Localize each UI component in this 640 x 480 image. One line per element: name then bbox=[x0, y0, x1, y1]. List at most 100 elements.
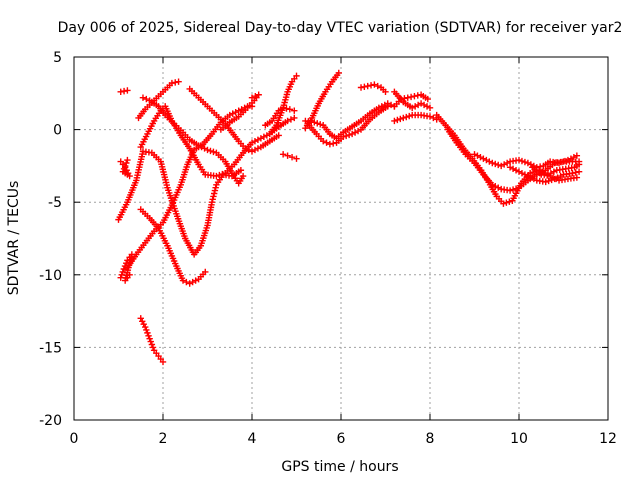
data-point bbox=[287, 116, 295, 123]
data-point bbox=[500, 200, 507, 207]
data-point bbox=[211, 187, 219, 194]
x-axis-label: GPS time / hours bbox=[281, 459, 398, 475]
series-track-10 bbox=[115, 148, 245, 258]
data-point bbox=[239, 172, 247, 180]
data-point bbox=[126, 271, 133, 278]
data-point bbox=[210, 190, 218, 197]
data-point bbox=[117, 88, 124, 96]
data-point bbox=[506, 187, 514, 194]
data-point bbox=[320, 138, 327, 145]
data-point bbox=[364, 82, 371, 90]
data-point bbox=[420, 101, 428, 109]
data-point bbox=[148, 341, 156, 348]
data-point bbox=[512, 185, 520, 192]
data-point bbox=[213, 172, 220, 180]
data-point bbox=[245, 146, 252, 154]
data-point bbox=[144, 329, 151, 337]
data-point bbox=[293, 155, 300, 162]
data-point bbox=[477, 153, 484, 161]
series-track-2 bbox=[117, 156, 133, 180]
data-point bbox=[550, 168, 558, 175]
x-tick-label: 0 bbox=[70, 431, 79, 447]
data-point bbox=[403, 113, 410, 121]
series-track-5 bbox=[137, 206, 209, 287]
y-tick-label: -15 bbox=[39, 340, 62, 356]
data-point bbox=[524, 159, 532, 167]
data-point bbox=[183, 278, 190, 286]
data-point bbox=[515, 168, 523, 175]
data-point bbox=[208, 199, 216, 206]
x-tick-label: 4 bbox=[248, 431, 257, 447]
series-track-7 bbox=[135, 78, 182, 122]
data-point bbox=[411, 103, 419, 110]
series-track-1 bbox=[117, 87, 131, 96]
data-point bbox=[515, 156, 523, 164]
data-point bbox=[284, 117, 291, 125]
data-point bbox=[175, 78, 182, 85]
data-point bbox=[480, 155, 487, 162]
data-point bbox=[414, 101, 422, 109]
data-point bbox=[342, 132, 350, 140]
data-point bbox=[404, 94, 411, 101]
data-point bbox=[229, 110, 236, 117]
data-point bbox=[426, 113, 434, 120]
data-point bbox=[500, 161, 508, 168]
data-point bbox=[146, 335, 153, 342]
data-point bbox=[572, 169, 579, 176]
data-point bbox=[291, 107, 298, 114]
data-point bbox=[186, 280, 193, 287]
data-point bbox=[251, 146, 259, 154]
data-point bbox=[143, 95, 150, 103]
series-track-11 bbox=[186, 85, 282, 155]
data-point bbox=[354, 127, 362, 135]
data-point bbox=[147, 338, 154, 345]
series-track-6 bbox=[124, 103, 256, 271]
data-point bbox=[367, 82, 375, 89]
data-point bbox=[384, 103, 391, 110]
data-point bbox=[506, 164, 514, 171]
data-point bbox=[414, 92, 421, 99]
data-point bbox=[237, 167, 245, 174]
data-point bbox=[495, 161, 502, 169]
data-point bbox=[573, 174, 581, 181]
series-track-21 bbox=[391, 88, 434, 112]
data-point bbox=[293, 72, 300, 80]
data-point bbox=[143, 326, 150, 334]
data-marks bbox=[115, 69, 583, 366]
data-point bbox=[168, 79, 176, 87]
data-point bbox=[210, 193, 217, 200]
data-point bbox=[542, 178, 549, 186]
series-track-22 bbox=[391, 111, 440, 125]
y-tick-label: 5 bbox=[53, 50, 62, 66]
data-point bbox=[506, 198, 513, 205]
data-point bbox=[575, 158, 583, 165]
data-point bbox=[406, 112, 413, 120]
data-point bbox=[248, 94, 256, 101]
data-point bbox=[545, 177, 552, 185]
data-point bbox=[209, 196, 216, 203]
data-point bbox=[120, 87, 128, 95]
series-track-19 bbox=[357, 81, 389, 96]
data-point bbox=[483, 156, 490, 164]
data-point bbox=[288, 153, 296, 161]
data-point bbox=[260, 133, 268, 141]
data-point bbox=[357, 84, 365, 91]
data-point bbox=[254, 136, 262, 143]
data-point bbox=[489, 159, 496, 167]
data-point bbox=[486, 158, 493, 165]
data-point bbox=[255, 91, 262, 98]
data-point bbox=[371, 81, 378, 88]
data-point bbox=[340, 133, 347, 141]
data-point bbox=[575, 168, 583, 175]
data-point bbox=[424, 95, 431, 103]
data-point bbox=[172, 79, 179, 86]
grid-lines bbox=[74, 57, 608, 420]
series-track-12 bbox=[217, 91, 262, 133]
y-tick-label: -5 bbox=[48, 195, 62, 211]
data-point bbox=[124, 87, 131, 94]
data-point bbox=[400, 114, 407, 122]
series-track-9 bbox=[139, 94, 247, 187]
series-track-14 bbox=[266, 72, 300, 138]
data-point bbox=[345, 131, 353, 139]
